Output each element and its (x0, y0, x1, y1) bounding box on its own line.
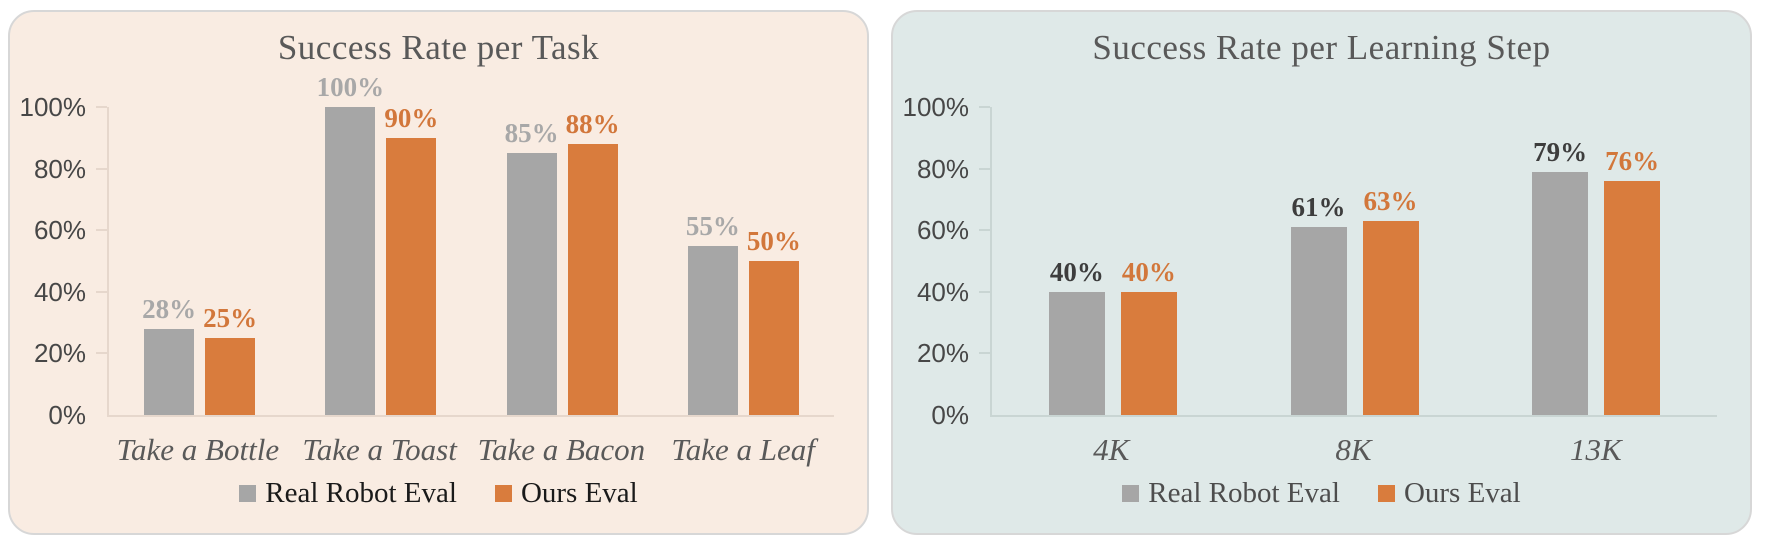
bar-real-robot-eval: 40% (1048, 258, 1105, 415)
plot-area: 0% 20% 40% 60% 80% 100% 40% 40% 61% 63% 79% 76% (903, 94, 1717, 428)
bar-real-robot-eval: 61% (1290, 194, 1347, 415)
chart-title: Success Rate per Learning Step (1092, 28, 1551, 67)
bar-group: 55% 50% (653, 107, 834, 415)
legend-label: Real Robot Eval (1148, 477, 1340, 509)
category-axis: Take a Bottle Take a Toast Take a Bacon Tak… (107, 432, 834, 468)
bar-value-label: 28% (142, 293, 197, 324)
bar-real-robot-eval: 85% (505, 120, 559, 415)
bar-group: 61% 63% (1234, 107, 1476, 415)
bar-ours-eval: 40% (1120, 258, 1177, 415)
bar-ours-eval: 76% (1604, 147, 1661, 415)
legend-item: Ours Eval (494, 477, 638, 509)
bar-ours-eval: 25% (203, 305, 257, 415)
y-tick-label: 20% (33, 338, 86, 369)
y-tick-label: 0% (931, 400, 969, 430)
bar-real-robot-eval: 79% (1532, 138, 1589, 415)
bar-groups: 28% 25% 100% 90% 85% 88% 55% 50% (109, 74, 834, 415)
chart-panel-success-rate-per-task: Success Rate per Task 0% 20% 40% 60% 80% 100%… (8, 10, 869, 535)
bar-group: 79% 76% (1475, 107, 1717, 415)
legend-item: Real Robot Eval (1122, 479, 1340, 508)
bar-value-label: 50% (746, 226, 801, 256)
bar-value-label: 25% (203, 303, 258, 333)
legend-label: Real Robot Eval (265, 477, 457, 509)
y-tick-mark (979, 106, 990, 108)
bar-value-label: 88% (565, 108, 620, 139)
legend: Real Robot Eval Ours Eval (893, 479, 1750, 508)
category-label: Take a Toast (302, 432, 457, 467)
y-tick-mark (96, 106, 107, 108)
y-tick-label: 60% (33, 215, 86, 246)
y-tick-label: 100% (902, 92, 970, 122)
bar-value-label: 76% (1605, 145, 1660, 176)
legend-label: Ours Eval (1403, 477, 1521, 509)
category-label: 13K (1569, 432, 1622, 467)
bar-value-label: 40% (1121, 256, 1176, 287)
legend-item: Real Robot Eval (239, 479, 457, 508)
bar-value-label: 63% (1363, 185, 1418, 216)
legend-label: Ours Eval (520, 477, 638, 509)
y-tick-label: 60% (916, 215, 969, 246)
y-tick-label: 80% (33, 153, 86, 184)
bar-group: 40% 40% (992, 107, 1234, 415)
bar-value-label: 79% (1533, 136, 1588, 167)
y-tick-mark (96, 229, 107, 232)
y-tick-label: 100% (19, 92, 87, 122)
y-tick-mark (96, 290, 107, 293)
category-label: Take a Bottle (116, 432, 280, 467)
y-tick-mark (96, 352, 107, 355)
legend-item: Ours Eval (1377, 477, 1521, 509)
bar-value-label: 85% (504, 118, 559, 149)
bar-real-robot-eval: 100% (317, 74, 384, 415)
y-tick-label: 0% (48, 400, 86, 430)
legend-marker-ours-eval (494, 485, 512, 502)
legend-marker-real-robot-eval (239, 485, 257, 502)
bar-real-robot-eval: 55% (686, 212, 740, 415)
bar-value-label: 100% (316, 72, 385, 102)
bar-groups: 40% 40% 61% 63% 79% 76% (992, 107, 1717, 415)
bar-ours-eval: 88% (566, 110, 620, 415)
bar-ours-eval: 50% (747, 228, 801, 415)
y-tick-mark (979, 290, 990, 293)
bar-value-label: 90% (384, 102, 439, 133)
category-label: 4K (1093, 432, 1130, 467)
bar-value-label: 40% (1049, 256, 1104, 287)
bar-ours-eval: 63% (1362, 187, 1419, 415)
y-tick-label: 20% (916, 338, 969, 369)
y-tick-label: 80% (916, 153, 969, 184)
y-tick-mark (979, 229, 990, 232)
bar-group: 100% 90% (290, 74, 471, 415)
category-label: Take a Bacon (477, 432, 646, 467)
y-tick-label: 40% (916, 276, 969, 307)
plot-area: 0% 20% 40% 60% 80% 100% 28% 25% 100% 90% 85% 88% 55%… (20, 74, 834, 428)
y-tick-label: 40% (33, 276, 86, 307)
bar-value-label: 61% (1291, 192, 1346, 223)
bar-real-robot-eval: 28% (142, 295, 196, 415)
legend: Real Robot Eval Ours Eval (10, 479, 867, 508)
bar-group: 85% 88% (472, 107, 653, 415)
chart-panel-success-rate-per-learning-step: Success Rate per Learning Step 0% 20% 40% 6… (891, 10, 1752, 535)
bar-group: 28% 25% (109, 107, 290, 415)
bar-ours-eval: 90% (384, 104, 438, 415)
y-tick-mark (979, 352, 990, 355)
legend-marker-real-robot-eval (1122, 485, 1140, 502)
category-axis: 4K 8K 13K (990, 432, 1717, 468)
y-tick-mark (979, 167, 990, 170)
category-label: Take a Leaf (671, 432, 815, 467)
bar-value-label: 55% (685, 210, 740, 241)
y-tick-mark (96, 167, 107, 170)
chart-title: Success Rate per Task (277, 28, 600, 67)
legend-marker-ours-eval (1377, 485, 1395, 502)
category-label: 8K (1335, 432, 1372, 467)
